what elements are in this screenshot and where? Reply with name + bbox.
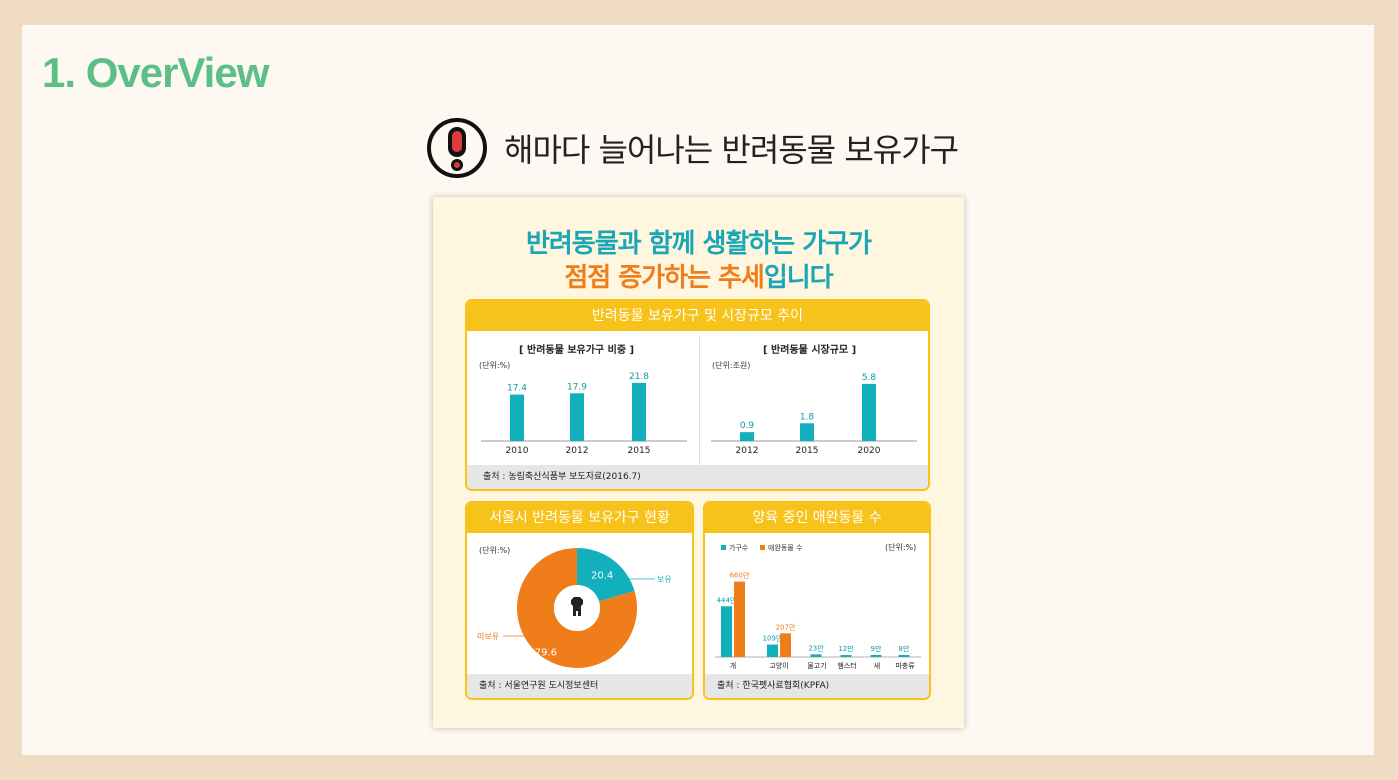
donut-value-label: 20.4 — [591, 570, 613, 581]
pets-tick-label: 햄스터 — [837, 661, 856, 670]
panel-pets-header: 양육 중인 애완동물 수 — [705, 503, 929, 533]
legend-swatch — [721, 545, 726, 550]
infographic-title-line2: 점점 증가하는 추세입니다 — [433, 257, 964, 294]
chart-household-title: [ 반려동물 보유가구 비중 ] — [519, 341, 634, 356]
legend-swatch — [760, 545, 765, 550]
household-bar — [570, 393, 584, 441]
chart-market-title: [ 반려동물 시장규모 ] — [763, 341, 856, 356]
pets-bar — [841, 655, 852, 657]
donut-value-label: 79.6 — [535, 648, 557, 659]
slide: 1. OverView 해마다 늘어나는 반려동물 보유가구 반려동물과 함께 … — [22, 25, 1374, 755]
pets-tick-label: 개 — [730, 661, 736, 670]
pets-tick-label: 새 — [874, 661, 880, 670]
pets-tick-label: 물고기 — [807, 661, 826, 670]
headline-text: 해마다 늘어나는 반려동물 보유가구 — [504, 125, 958, 171]
pets-value-label: 8만 — [899, 644, 910, 653]
exclamation-icon — [424, 117, 490, 179]
panel-pets: 양육 중인 애완동물 수 (단위:%) 가구수 애완동물 수 444만 660만 개 10… — [703, 501, 931, 700]
pets-tick-label: 고양이 — [769, 661, 788, 670]
household-value-label: 17.4 — [507, 384, 527, 394]
legend-label: 애완동물 수 — [768, 543, 803, 552]
pets-value-label: 9만 — [871, 644, 882, 653]
panel-trend-source: 출처 : 농림축산식품부 보도자료(2016.7) — [467, 465, 928, 489]
infographic: 반려동물과 함께 생활하는 가구가 점점 증가하는 추세입니다 반려동물 보유가… — [433, 197, 964, 728]
pets-bar — [811, 654, 822, 657]
pets-bar — [899, 655, 910, 657]
panel-trend: 반려동물 보유가구 및 시장규모 추이 [ 반려동물 보유가구 비중 ] (단위… — [465, 299, 930, 491]
title-rest: 입니다 — [764, 263, 833, 293]
market-tick-label: 2020 — [858, 446, 881, 456]
household-bar — [632, 383, 646, 441]
legend-label: 가구수 — [729, 543, 749, 552]
chart-market-size: 0.9 2012 1.8 2015 5.8 2020 — [707, 363, 922, 463]
panel-pets-source: 출처 : 한국펫사료협회(KPFA) — [705, 674, 929, 698]
market-value-label: 5.8 — [862, 373, 877, 383]
panel-trend-header: 반려동물 보유가구 및 시장규모 추이 — [467, 301, 928, 331]
pets-bar — [871, 655, 882, 657]
pets-value-label: 12만 — [838, 644, 854, 653]
market-value-label: 0.9 — [740, 421, 755, 431]
pets-bar — [721, 606, 732, 657]
household-tick-label: 2015 — [628, 446, 651, 456]
panel-seoul-source: 출처 : 서울연구원 도시정보센터 — [467, 674, 692, 698]
pets-value-label: 660만 — [730, 571, 750, 580]
household-bar — [510, 395, 524, 441]
household-value-label: 21.8 — [629, 372, 649, 382]
market-bar — [862, 384, 876, 441]
market-tick-label: 2015 — [796, 446, 819, 456]
pets-value-label: 109만 — [763, 634, 783, 643]
panel-seoul: 서울시 반려동물 보유가구 현황 (단위:%) 20.4 79.6 보유 미보유 출처… — [465, 501, 694, 700]
pets-bar — [767, 645, 778, 657]
panel-seoul-header: 서울시 반려동물 보유가구 현황 — [467, 503, 692, 533]
title-highlight: 점점 증가하는 추세 — [564, 263, 763, 293]
pets-tick-label: 파충류 — [895, 661, 915, 670]
slide-title: 1. OverView — [42, 49, 268, 97]
pets-bar — [780, 633, 791, 657]
household-tick-label: 2010 — [506, 446, 529, 456]
pets-value-label: 444만 — [717, 595, 737, 604]
chart-household-share: 17.4 2010 17.9 2012 21.8 2015 — [477, 363, 692, 463]
donut-legend-label: 미보유 — [477, 632, 499, 641]
infographic-title-line1: 반려동물과 함께 생활하는 가구가 — [433, 223, 964, 260]
pets-bar — [734, 582, 745, 657]
headline: 해마다 늘어나는 반려동물 보유가구 — [424, 117, 958, 179]
donut-legend-label: 보유 — [657, 575, 672, 584]
panel-divider — [699, 337, 700, 465]
market-bar — [740, 432, 754, 441]
household-value-label: 17.9 — [567, 382, 587, 392]
pets-value-label: 207만 — [776, 622, 796, 631]
market-value-label: 1.8 — [800, 412, 815, 422]
pets-value-label: 23만 — [808, 643, 824, 652]
market-tick-label: 2012 — [736, 446, 759, 456]
market-bar — [800, 423, 814, 441]
household-tick-label: 2012 — [566, 446, 589, 456]
